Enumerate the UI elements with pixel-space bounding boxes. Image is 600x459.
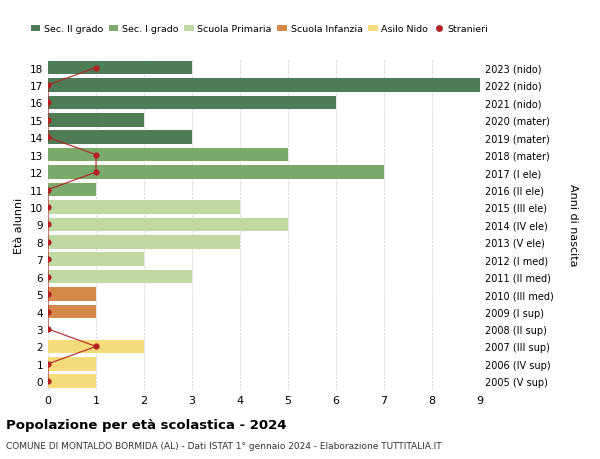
Bar	[48, 62, 192, 75]
Bar	[48, 340, 144, 353]
Bar	[48, 201, 240, 214]
Bar	[48, 131, 192, 145]
Y-axis label: Anni di nascita: Anni di nascita	[568, 184, 577, 266]
Y-axis label: Età alunni: Età alunni	[14, 197, 25, 253]
Bar	[48, 149, 288, 162]
Bar	[48, 305, 96, 319]
Bar	[48, 166, 384, 179]
Bar	[48, 288, 96, 301]
Bar	[48, 218, 288, 232]
Bar	[48, 183, 96, 197]
Bar	[48, 253, 144, 267]
Text: COMUNE DI MONTALDO BORMIDA (AL) - Dati ISTAT 1° gennaio 2024 - Elaborazione TUTT: COMUNE DI MONTALDO BORMIDA (AL) - Dati I…	[6, 441, 442, 450]
Bar	[48, 96, 336, 110]
Legend: Sec. II grado, Sec. I grado, Scuola Primaria, Scuola Infanzia, Asilo Nido, Stran: Sec. II grado, Sec. I grado, Scuola Prim…	[27, 22, 492, 38]
Bar	[48, 270, 192, 284]
Bar	[48, 79, 480, 93]
Text: Popolazione per età scolastica - 2024: Popolazione per età scolastica - 2024	[6, 418, 287, 431]
Bar	[48, 375, 96, 388]
Bar	[48, 357, 96, 371]
Bar	[48, 114, 144, 127]
Bar	[48, 235, 240, 249]
